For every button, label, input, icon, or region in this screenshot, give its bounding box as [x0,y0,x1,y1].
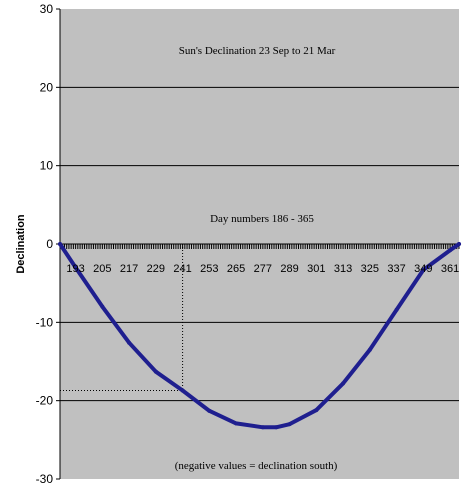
x-tick-label: 289 [280,263,298,275]
data-point [100,304,105,309]
y-tick-label: -20 [36,394,54,408]
x-tick-label: 241 [173,263,191,275]
y-axis-label: Declination [15,214,27,274]
data-point [421,267,426,272]
data-point [58,242,62,246]
y-tick-label: 0 [46,237,53,251]
data-point [341,381,346,386]
data-point [274,425,279,430]
y-tick-labels: 30 20 10 0 -10 -20 -30 [36,2,54,486]
y-tick-label: -10 [36,315,54,329]
data-point [367,347,372,352]
data-point [234,421,239,426]
data-point [73,265,78,270]
series-line [58,242,461,430]
x-tick-label: 301 [307,263,325,275]
x-tick-label: 325 [361,263,379,275]
x-tick-label: 205 [93,263,111,275]
chart-annotation: (negative values = declination south) [175,460,338,472]
data-point [314,408,319,413]
data-point [127,340,132,345]
x-tick-label: 277 [254,263,272,275]
x-tick-label: 337 [387,263,405,275]
chart-title: Sun's Declination 23 Sep to 21 Mar [179,45,336,57]
data-point [394,307,399,312]
data-point [180,388,185,393]
data-point [448,248,453,253]
series-layer [58,242,461,430]
data-point [207,408,212,413]
data-point [153,369,158,374]
x-tick-labels: 193 205 217 229 241 253 265 277 289 301 313 325 337 3… [66,263,459,275]
y-tick-label: 20 [40,80,54,94]
chart-subtitle: Day numbers 186 - 365 [210,213,314,225]
y-tick-label: 30 [40,2,54,16]
x-tick-label: 229 [147,263,165,275]
x-tick-label: 253 [200,263,218,275]
y-tick-label: -30 [36,472,54,486]
x-tick-label: 217 [120,263,138,275]
x-tick-label: 313 [334,263,352,275]
x-tick-label: 265 [227,263,245,275]
x-tick-label: 349 [414,263,432,275]
x-tick-label: 361 [441,263,459,275]
data-point [457,242,461,246]
x-tick-label: 193 [66,263,84,275]
y-tick-label: 10 [40,159,54,173]
data-point [287,422,292,427]
x-axis-ticks [59,243,460,249]
data-point [260,425,265,430]
reference-lines [60,244,184,391]
